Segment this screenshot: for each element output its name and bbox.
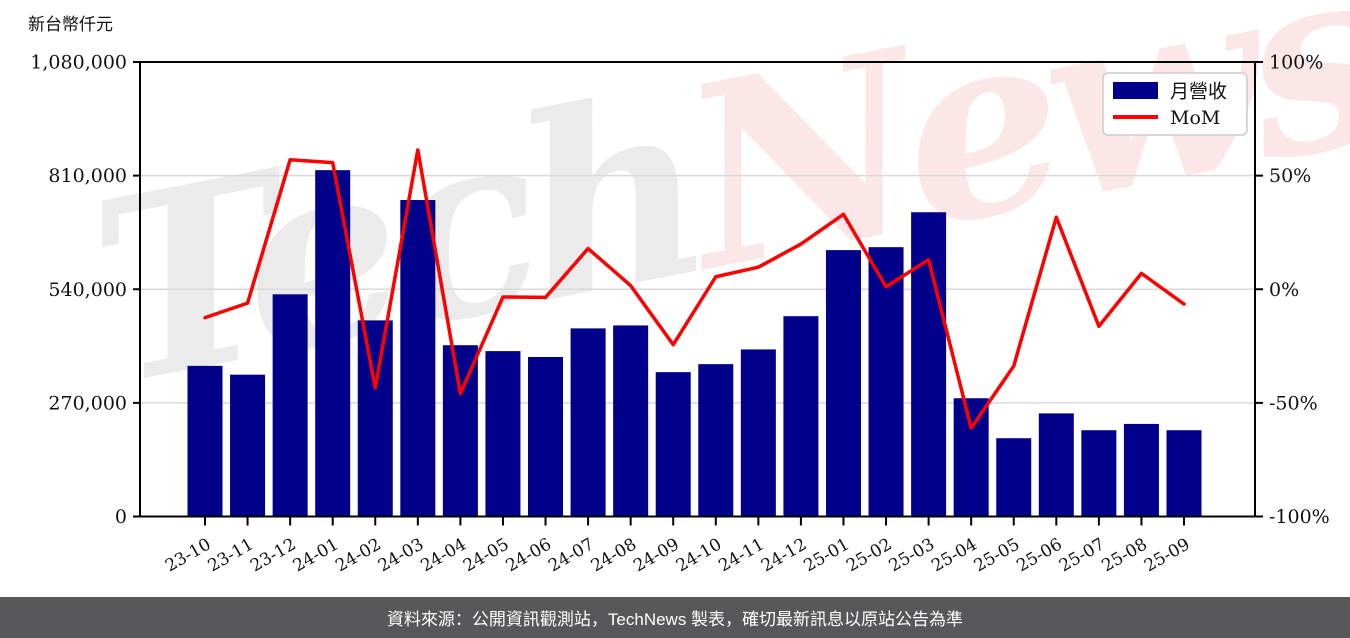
x-tick-label-25-09: 25-09 bbox=[1141, 535, 1193, 577]
x-tick-label-25-04: 25-04 bbox=[928, 535, 980, 577]
x-tick-label-25-05: 25-05 bbox=[971, 535, 1023, 577]
x-tick-label-23-11: 23-11 bbox=[205, 535, 257, 577]
bar-25-05 bbox=[996, 438, 1032, 517]
x-tick-label-24-04: 24-04 bbox=[417, 535, 469, 577]
bar-24-08 bbox=[613, 325, 649, 517]
x-tick-label-24-06: 24-06 bbox=[503, 535, 555, 577]
bar-24-05 bbox=[485, 351, 521, 517]
source-footer: 資料來源：公開資訊觀測站，TechNews 製表，確切最新訊息以原站公告為準 bbox=[0, 597, 1350, 638]
x-tick-label-25-07: 25-07 bbox=[1056, 535, 1108, 577]
x-tick-label-24-05: 24-05 bbox=[460, 535, 512, 577]
bar-25-09 bbox=[1166, 430, 1202, 517]
bar-24-03 bbox=[400, 200, 436, 517]
bar-25-02 bbox=[868, 247, 904, 517]
bar-24-12 bbox=[783, 316, 819, 517]
bar-24-06 bbox=[528, 357, 564, 517]
bar-25-08 bbox=[1123, 423, 1159, 517]
x-tick-label-24-03: 24-03 bbox=[375, 535, 427, 577]
left-tick-label-0: 0 bbox=[115, 506, 127, 528]
x-tick-label-23-12: 23-12 bbox=[247, 535, 299, 577]
bar-25-04 bbox=[953, 398, 989, 517]
left-tick-label-1080000: 1,080,000 bbox=[30, 52, 127, 74]
x-tick-label-24-02: 24-02 bbox=[332, 535, 384, 577]
x-tick-label-24-01: 24-01 bbox=[290, 535, 342, 577]
x-tick-label-24-12: 24-12 bbox=[758, 535, 810, 577]
bar-25-03 bbox=[911, 212, 947, 517]
bar-23-10 bbox=[187, 365, 223, 517]
legend-line-label: MoM bbox=[1170, 107, 1220, 129]
left-tick-label-540000: 540,000 bbox=[48, 279, 127, 301]
right-tick-label-0: 0% bbox=[1269, 279, 1299, 301]
bar-24-02 bbox=[357, 320, 393, 517]
bar-24-04 bbox=[442, 345, 478, 517]
left-tick-label-810000: 810,000 bbox=[48, 165, 127, 187]
bar-24-10 bbox=[698, 364, 734, 517]
bar-25-06 bbox=[1038, 413, 1074, 517]
mom-line bbox=[203, 148, 1186, 430]
x-tick-label-24-08: 24-08 bbox=[588, 535, 640, 577]
source-footer-text: 資料來源：公開資訊觀測站，TechNews 製表，確切最新訊息以原站公告為準 bbox=[386, 610, 964, 629]
legend-bar-label: 月營收 bbox=[1170, 81, 1227, 103]
right-tick-label--100: -100% bbox=[1269, 506, 1330, 528]
right-tick-label--50: -50% bbox=[1269, 392, 1318, 414]
legend-bar-swatch bbox=[1113, 82, 1158, 99]
x-tick-label-24-10: 24-10 bbox=[673, 535, 725, 577]
bar-23-12 bbox=[272, 294, 308, 517]
right-tick-label-50: 50% bbox=[1269, 165, 1311, 187]
x-tick-label-24-07: 24-07 bbox=[545, 535, 597, 577]
left-tick-label-270000: 270,000 bbox=[48, 392, 127, 414]
x-tick-label-23-10: 23-10 bbox=[162, 535, 214, 577]
left-axis-unit-label: 新台幣仟元 bbox=[28, 15, 113, 35]
x-tick-label-25-02: 25-02 bbox=[843, 535, 895, 577]
x-tick-label-24-09: 24-09 bbox=[630, 535, 682, 577]
x-tick-label-25-08: 25-08 bbox=[1098, 535, 1150, 577]
right-tick-label-100: 100% bbox=[1269, 52, 1323, 74]
x-tick-label-25-03: 25-03 bbox=[886, 535, 938, 577]
bar-23-11 bbox=[230, 374, 266, 517]
bar-24-07 bbox=[570, 328, 606, 517]
bar-25-07 bbox=[1081, 430, 1117, 517]
bar-24-09 bbox=[655, 372, 691, 517]
bar-24-11 bbox=[740, 349, 776, 517]
x-tick-label-25-01: 25-01 bbox=[801, 535, 853, 577]
revenue-mom-chart: 0 270,000 540,000 810,000 1,080,000 -100% -50%… bbox=[30, 52, 1330, 577]
x-tick-label-25-06: 25-06 bbox=[1013, 535, 1065, 577]
bar-25-01 bbox=[825, 250, 861, 517]
x-tick-label-24-11: 24-11 bbox=[715, 535, 767, 577]
